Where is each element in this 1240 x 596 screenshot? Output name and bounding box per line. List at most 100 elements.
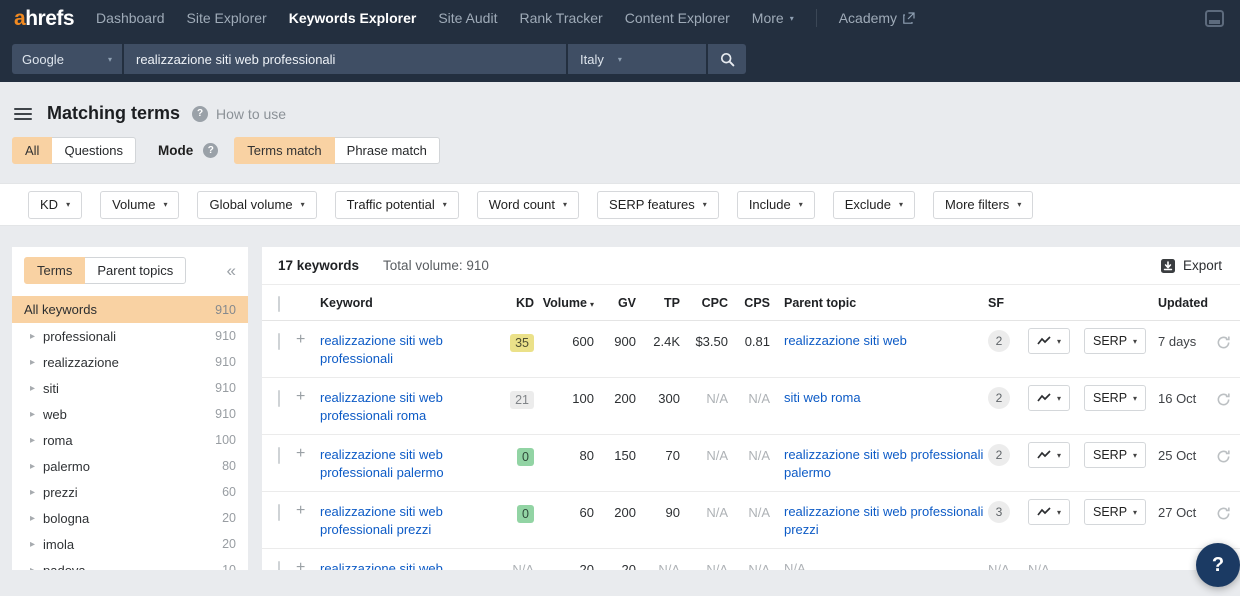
add-to-list-icon[interactable]: +: [296, 502, 306, 519]
column-parent-topic[interactable]: Parent topic: [784, 295, 857, 310]
ahrefs-logo[interactable]: ahrefs: [14, 8, 75, 29]
expand-arrow-icon[interactable]: ▸: [30, 434, 36, 446]
search-engine-select[interactable]: Google ▾: [12, 44, 122, 74]
keyword-link[interactable]: realizzazione siti web professionali pal…: [320, 447, 444, 480]
filter-serp-features[interactable]: SERP features ▾: [597, 190, 719, 219]
keyword-link[interactable]: realizzazione siti web professionali imo…: [320, 561, 443, 570]
tab-phrase-match[interactable]: Phrase match: [333, 137, 440, 164]
serp-button[interactable]: SERP ▾: [1084, 442, 1147, 468]
column-cps[interactable]: CPS: [744, 295, 770, 310]
keyword-link[interactable]: realizzazione siti web professionali rom…: [320, 390, 443, 423]
filter-traffic-potential[interactable]: Traffic potential ▾: [334, 190, 459, 219]
expand-arrow-icon[interactable]: ▸: [30, 330, 36, 342]
serp-features-badge[interactable]: 2: [988, 330, 1010, 352]
column-keyword[interactable]: Keyword: [320, 295, 373, 310]
column-updated[interactable]: Updated: [1158, 295, 1208, 310]
how-to-use-link[interactable]: How to use: [216, 105, 287, 122]
expand-arrow-icon[interactable]: ▸: [30, 512, 36, 524]
expand-arrow-icon[interactable]: ▸: [30, 460, 36, 472]
sidebar-item-all-keywords[interactable]: All keywords 910: [12, 296, 248, 323]
tab-questions[interactable]: Questions: [51, 137, 136, 164]
country-select[interactable]: Italy ▾: [568, 44, 706, 74]
column-gv[interactable]: GV: [617, 295, 636, 310]
trend-chart-button[interactable]: ▾: [1028, 442, 1071, 468]
expand-arrow-icon[interactable]: ▸: [30, 408, 36, 420]
refresh-icon[interactable]: [1216, 332, 1240, 353]
row-checkbox[interactable]: [278, 447, 280, 464]
tab-all[interactable]: All: [12, 137, 53, 164]
expand-arrow-icon[interactable]: ▸: [30, 538, 36, 550]
add-to-list-icon[interactable]: +: [296, 331, 306, 348]
sidebar-item-roma[interactable]: ▸ roma 100: [30, 432, 236, 448]
sidebar-item-siti[interactable]: ▸ siti 910: [30, 380, 236, 396]
keyword-link[interactable]: realizzazione siti web professionali pre…: [320, 504, 443, 537]
column-sf[interactable]: SF: [988, 295, 1004, 310]
sidebar-item-web[interactable]: ▸ web 910: [30, 406, 236, 422]
mode-help-icon[interactable]: ?: [203, 143, 219, 158]
sidebar-item-realizzazione[interactable]: ▸ realizzazione 910: [30, 354, 236, 370]
nav-item-content-explorer[interactable]: Content Explorer: [624, 10, 730, 26]
tab-parent-topics[interactable]: Parent topics: [84, 257, 187, 284]
refresh-icon[interactable]: [1216, 446, 1240, 467]
sidebar-item-padova[interactable]: ▸ padova 10: [12, 557, 248, 571]
serp-button[interactable]: SERP ▾: [1084, 499, 1147, 525]
sidebar-item-palermo[interactable]: ▸ palermo 80: [30, 458, 236, 474]
trend-chart-button[interactable]: ▾: [1028, 385, 1071, 411]
serp-features-badge[interactable]: 2: [988, 387, 1010, 409]
add-to-list-icon[interactable]: +: [296, 388, 306, 405]
filter-include[interactable]: Include ▾: [736, 190, 815, 219]
parent-topic-link[interactable]: realizzazione siti web: [784, 333, 907, 348]
parent-topic-link[interactable]: realizzazione siti web professionali pre…: [784, 504, 984, 537]
sidebar-item-imola[interactable]: ▸ imola 20: [30, 536, 236, 552]
filter-global-volume[interactable]: Global volume ▾: [197, 190, 317, 219]
row-checkbox[interactable]: [278, 390, 280, 407]
serp-button[interactable]: SERP ▾: [1084, 385, 1147, 411]
parent-topic-link[interactable]: siti web roma: [784, 390, 861, 405]
nav-item-site-explorer[interactable]: Site Explorer: [186, 10, 267, 26]
filter-exclude[interactable]: Exclude ▾: [832, 190, 916, 219]
row-checkbox[interactable]: [278, 561, 280, 570]
expand-arrow-icon[interactable]: ▸: [30, 486, 36, 498]
nav-item-academy[interactable]: Academy: [839, 10, 915, 26]
sidebar-item-bologna[interactable]: ▸ bologna 20: [30, 510, 236, 526]
nav-item-dashboard[interactable]: Dashboard: [96, 10, 165, 26]
serp-button[interactable]: SERP ▾: [1084, 328, 1147, 354]
nav-item-more[interactable]: More ▾: [751, 10, 794, 26]
refresh-icon[interactable]: [1216, 389, 1240, 410]
nav-item-site-audit[interactable]: Site Audit: [438, 10, 498, 26]
filter-more-filters[interactable]: More filters ▾: [933, 190, 1034, 219]
add-to-list-icon[interactable]: +: [296, 559, 306, 571]
search-button[interactable]: [708, 44, 746, 74]
parent-topic-link[interactable]: realizzazione siti web professionali pal…: [784, 447, 984, 480]
add-to-list-icon[interactable]: +: [296, 445, 306, 462]
nav-item-rank-tracker[interactable]: Rank Tracker: [519, 10, 603, 26]
column-kd[interactable]: KD: [515, 295, 534, 310]
keyword-search-input[interactable]: [124, 44, 566, 74]
workspace-icon[interactable]: [1205, 9, 1224, 27]
nav-item-keywords-explorer[interactable]: Keywords Explorer: [288, 10, 417, 26]
serp-features-badge[interactable]: 3: [988, 501, 1010, 523]
floating-help-button[interactable]: ?: [1196, 543, 1240, 587]
filter-volume[interactable]: Volume ▾: [100, 190, 180, 219]
tab-terms[interactable]: Terms: [24, 257, 86, 284]
sidebar-item-prezzi[interactable]: ▸ prezzi 60: [30, 484, 236, 500]
trend-chart-button[interactable]: ▾: [1028, 328, 1071, 354]
column-cpc[interactable]: CPC: [701, 295, 728, 310]
collapse-sidebar-icon[interactable]: «: [226, 261, 236, 280]
filter-kd[interactable]: KD ▾: [28, 190, 83, 219]
help-icon[interactable]: ?: [192, 105, 209, 122]
keyword-link[interactable]: realizzazione siti web professionali: [320, 333, 443, 366]
serp-features-badge[interactable]: 2: [988, 444, 1010, 466]
expand-arrow-icon[interactable]: ▸: [30, 564, 36, 571]
column-volume[interactable]: Volume ▾: [542, 295, 594, 310]
column-tp[interactable]: TP: [664, 295, 680, 310]
filter-word-count[interactable]: Word count ▾: [476, 190, 580, 219]
menu-icon[interactable]: [14, 107, 32, 120]
export-button[interactable]: Export: [1160, 258, 1222, 274]
select-all-checkbox[interactable]: [278, 295, 280, 312]
row-checkbox[interactable]: [278, 333, 280, 350]
expand-arrow-icon[interactable]: ▸: [30, 356, 36, 368]
row-checkbox[interactable]: [278, 504, 280, 521]
tab-terms-match[interactable]: Terms match: [234, 137, 335, 164]
refresh-icon[interactable]: [1216, 503, 1240, 524]
